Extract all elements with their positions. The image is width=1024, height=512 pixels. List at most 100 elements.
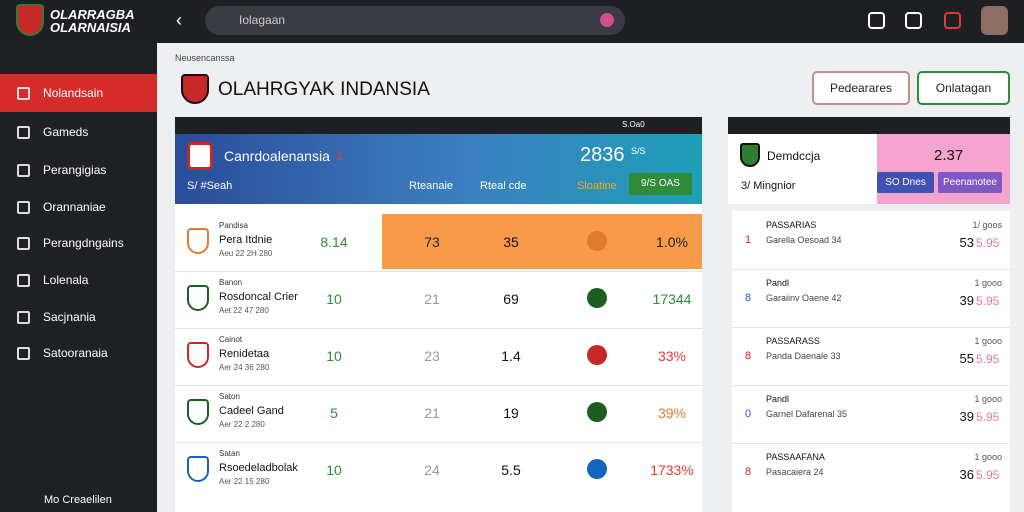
breadcrumb: Neusencanssa [175,53,235,63]
row-date: Aet 22 47 280 [219,306,269,315]
search-box[interactable]: Iolagaan [205,6,625,35]
search-text: Iolagaan [239,13,286,27]
banner-badge: 1 [336,148,344,163]
banner-name: Canrdoalenansia [224,148,330,164]
side-league: PASSARASS [766,336,820,346]
banner-col: Rteanaie [409,180,454,192]
side-league: Pandl [766,278,790,288]
side-odds: 1 gooo [974,394,1002,404]
side-odds: 1 gooo [974,452,1002,462]
sidebar-item[interactable]: Nolandsain [43,86,104,100]
banner-button[interactable]: 9/S OAS [629,173,692,195]
side-sub: 3/ Mingnior [741,180,796,192]
sidebar-icon [17,164,30,177]
banner-score: 2836 [580,144,625,166]
action-button[interactable]: Pedearares [812,71,910,105]
search-mic [600,13,614,27]
row-val2: 24 [424,462,440,478]
title-logo [181,74,209,104]
row-val2: 21 [424,291,440,307]
row-val3: 1.4 [501,348,521,364]
side-league: PASSAAFANA [766,452,825,462]
row-name: Pera Itdnie [219,234,273,246]
row-val3: 35 [503,234,519,250]
sidebar-item[interactable]: Lolenala [43,273,89,287]
row-league: Pandisa [219,221,248,230]
side-score: 55 [959,351,974,366]
top-icon[interactable] [905,12,922,29]
sidebar-icon [17,87,30,100]
side-rank: 8 [745,466,752,478]
side-price: 5.95 [976,294,1000,308]
row-val1: 10 [326,348,342,364]
side-price: 5.95 [976,468,1000,482]
banner-header-text: S.Oa0 [622,120,645,129]
side-header [728,117,1010,134]
row-league: Satan [219,449,240,458]
row-name: Renidetaa [219,348,270,360]
sidebar-icon [17,126,30,139]
side-rank: 0 [745,408,752,420]
back-button[interactable]: ‹ [176,10,182,30]
logo-text: OLARNAISIA [50,20,131,35]
highlight [382,214,702,269]
row-icon [587,402,607,422]
sidebar-item[interactable]: Satooranaia [43,346,108,360]
side-price: 5.95 [976,236,1000,250]
row-icon [587,459,607,479]
side-price: 5.95 [976,410,1000,424]
row-val3: 5.5 [501,462,521,478]
row-val1: 10 [326,291,342,307]
sidebar-item[interactable]: Perangdngains [43,236,124,250]
sidebar-item[interactable]: Sacjnania [43,310,96,324]
row-pct: 39% [657,405,687,421]
sidebar-icon [17,237,30,250]
row-icon [587,288,607,308]
action-button[interactable]: Onlatagan [917,71,1010,105]
sidebar-icon [17,347,30,360]
banner-header [175,117,702,134]
row-val3: 69 [503,291,519,307]
banner [175,134,702,204]
row-league: Banon [219,278,243,287]
row-val1: 8.14 [320,234,348,250]
banner-col: Rteal cde [480,180,527,192]
row-date: Aer 22 15 280 [219,477,270,486]
side-match: Panda Daenale 33 [766,351,841,361]
row-icon [587,231,607,251]
row-logo [187,456,209,482]
top-icon[interactable] [944,12,961,29]
side-league: Pandl [766,394,790,404]
side-button[interactable]: Peenanotee [938,172,1002,193]
side-rank: 1 [745,234,752,246]
side-match: Garnel Dafarenal 35 [766,409,848,419]
row-date: Aer 24 36 280 [219,363,270,372]
row-divider [175,385,702,386]
side-score: 39 [959,409,974,424]
sidebar-item[interactable]: Orannaniae [43,200,106,214]
side-divider [732,327,1010,328]
avatar[interactable] [981,6,1008,35]
side-odds: 1/ goos [972,220,1002,230]
side-button[interactable]: SO Dnes [877,172,934,193]
side-value: 2.37 [934,147,964,164]
side-score: 36 [959,467,974,482]
row-val1: 10 [326,462,342,478]
row-name: Rosdoncal Crier [219,291,298,303]
side-logo [740,143,760,167]
banner-col: Sloatine [577,180,617,192]
row-date: Aer 22 2 280 [219,420,265,429]
team-logo [187,142,213,170]
side-match: Pasacaiera 24 [766,467,824,477]
side-divider [732,443,1010,444]
side-match: Garella Oesoad 34 [766,235,842,245]
sidebar-active [0,74,157,112]
row-pct: 1733% [650,462,694,478]
sidebar-icon [17,201,30,214]
top-icon[interactable] [868,12,885,29]
sidebar-item[interactable]: Gameds [43,125,89,139]
sidebar-item[interactable]: Perangigias [43,163,107,177]
banner-sub: S/ #Seah [187,180,233,192]
